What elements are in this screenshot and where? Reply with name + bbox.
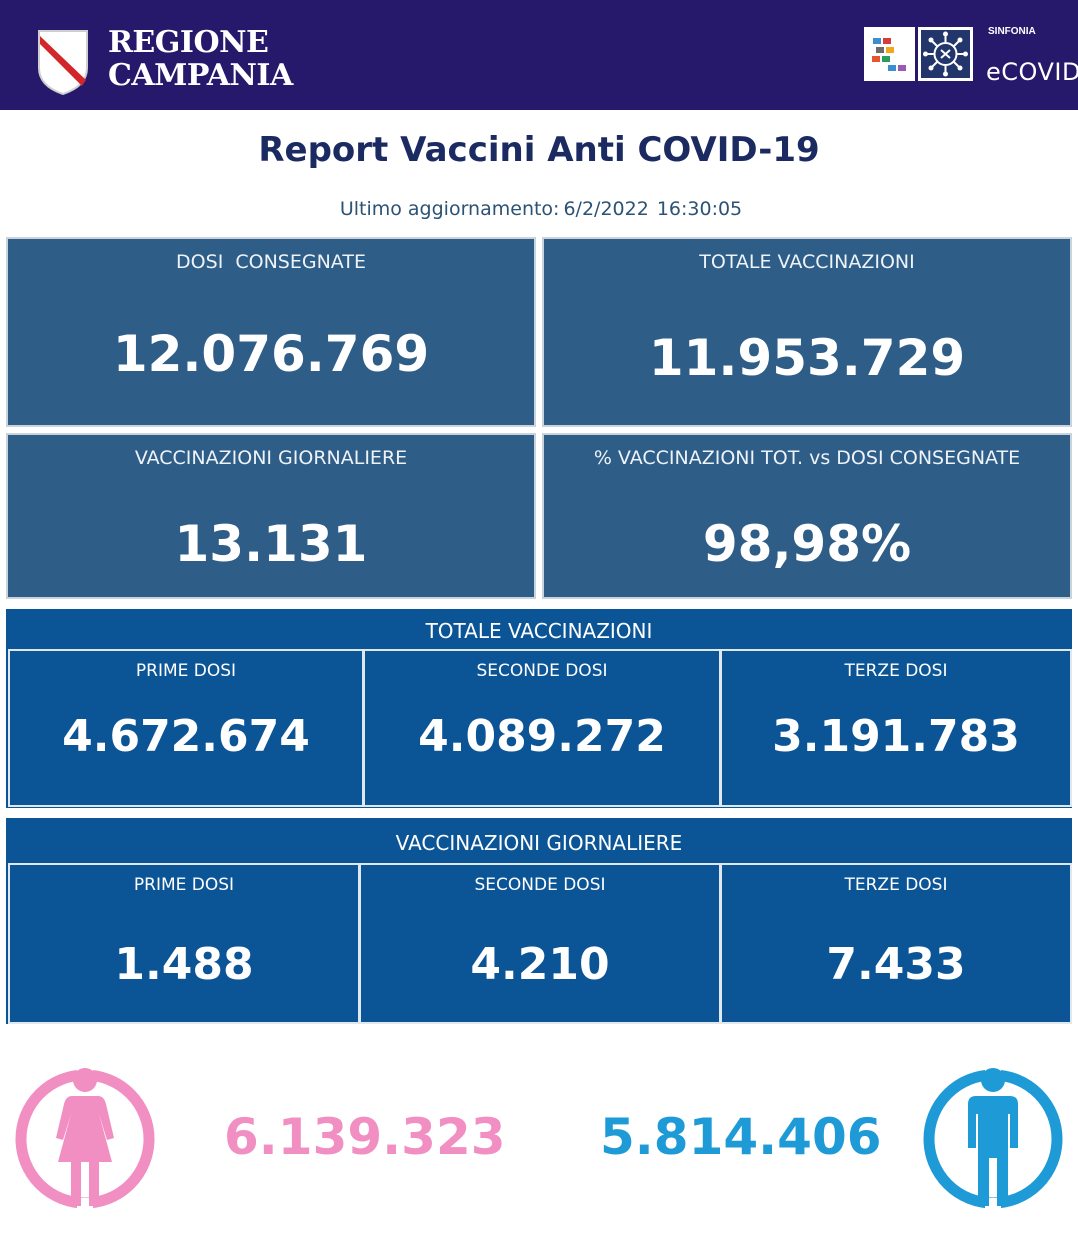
cell-value: 1.488	[114, 939, 254, 990]
cell-prime-dosi: PRIME DOSI 4.672.674	[8, 649, 364, 807]
report-title: Report Vaccini Anti COVID-19	[258, 130, 820, 170]
card-value: 13.131	[174, 515, 368, 573]
last-update-label: Ultimo aggiornamento:	[339, 198, 560, 220]
card-label: VACCINAZIONI GIORNALIERE	[134, 447, 408, 469]
card-label: DOSI CONSEGNATE	[176, 251, 366, 273]
male-vaccinations-value: 5.814.406	[600, 1108, 882, 1166]
card-dosi-consegnate: DOSI CONSEGNATE 12.076.769	[6, 237, 536, 427]
card-label: TOTALE VACCINAZIONI	[699, 251, 915, 273]
header-bar: REGIONE CAMPANIA	[0, 0, 1078, 110]
male-icon	[923, 1068, 1063, 1210]
sinfonia-blocks-icon	[864, 27, 915, 81]
card-totale-vaccinazioni: TOTALE VACCINAZIONI 11.953.729	[542, 237, 1072, 427]
cell-prime-dosi: PRIME DOSI 1.488	[8, 863, 360, 1024]
covid-virus-logo-box	[918, 27, 973, 81]
cell-value: 4.210	[470, 939, 610, 990]
virus-icon	[921, 30, 970, 78]
cell-label: TERZE DOSI	[844, 661, 948, 681]
panel-totale-vaccinazioni: TOTALE VACCINAZIONI PRIME DOSI 4.672.674…	[6, 609, 1072, 808]
logo-line-2: CAMPANIA	[108, 58, 293, 93]
regione-campania-shield-icon	[38, 30, 88, 96]
last-update: Ultimo aggiornamento: 6/2/2022 16:30:05	[0, 198, 1078, 220]
regione-campania-logo-text: REGIONE CAMPANIA	[108, 26, 293, 92]
cell-terze-dosi: TERZE DOSI 7.433	[720, 863, 1072, 1024]
card-percentuale: % VACCINAZIONI TOT. vs DOSI CONSEGNATE 9…	[542, 433, 1072, 599]
ecovid-label: eCOVID	[986, 58, 1078, 86]
last-update-date: 6/2/2022	[563, 198, 649, 220]
cell-label: PRIME DOSI	[133, 875, 235, 895]
card-label: % VACCINAZIONI TOT. vs DOSI CONSEGNATE	[593, 447, 1021, 469]
cell-terze-dosi: TERZE DOSI 3.191.783	[720, 649, 1072, 807]
cell-value: 4.672.674	[62, 711, 310, 762]
cell-seconde-dosi: SECONDE DOSI 4.210	[359, 863, 721, 1024]
card-value: 12.076.769	[112, 325, 430, 383]
cell-label: SECONDE DOSI	[474, 875, 606, 895]
cell-label: PRIME DOSI	[135, 661, 237, 681]
sinfonia-label: SINFONIA	[988, 26, 1036, 37]
female-vaccinations-value: 6.139.323	[224, 1108, 506, 1166]
logo-line-1: REGIONE	[108, 25, 269, 60]
panel-vaccinazioni-giornaliere: VACCINAZIONI GIORNALIERE PRIME DOSI 1.48…	[6, 818, 1072, 1024]
panel-title: VACCINAZIONI GIORNALIERE	[395, 831, 683, 855]
cell-value: 7.433	[826, 939, 966, 990]
cell-label: TERZE DOSI	[844, 875, 948, 895]
panel-title: TOTALE VACCINAZIONI	[425, 619, 653, 643]
last-update-time: 16:30:05	[656, 198, 743, 220]
card-vaccinazioni-giornaliere: VACCINAZIONI GIORNALIERE 13.131	[6, 433, 536, 599]
cell-value: 3.191.783	[772, 711, 1020, 762]
female-icon	[15, 1068, 155, 1210]
card-value: 98,98%	[702, 515, 912, 573]
cell-value: 4.089.272	[418, 711, 666, 762]
cell-label: SECONDE DOSI	[476, 661, 608, 681]
cell-seconde-dosi: SECONDE DOSI 4.089.272	[363, 649, 721, 807]
card-value: 11.953.729	[648, 329, 966, 387]
